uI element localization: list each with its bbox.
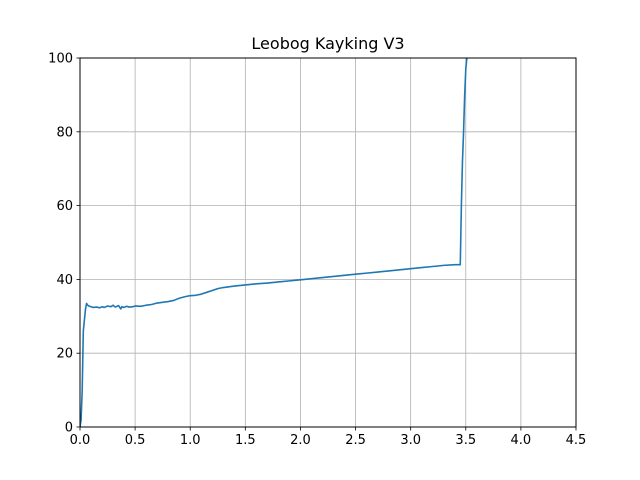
y-tick-label: 100 (48, 52, 73, 67)
x-tick-label: 4.0 (511, 433, 532, 448)
x-tick-label: 1.5 (235, 433, 256, 448)
y-tick-label: 40 (56, 273, 73, 288)
x-tick-label: 3.5 (455, 433, 476, 448)
x-tick-label: 0.0 (70, 433, 91, 448)
y-tick-label: 0 (65, 421, 73, 436)
chart-title: Leobog Kayking V3 (251, 34, 404, 53)
tick-layer: 0.0 0.5 1.0 1.5 2.0 2.5 3.0 3.5 4.0 4.5 0 20 40 60 80 1… (48, 52, 586, 449)
plot-frame (79, 57, 577, 428)
y-tick-label: 60 (56, 199, 73, 214)
plot-layer (80, 58, 468, 427)
x-tick-label: 2.5 (345, 433, 366, 448)
y-tick-label: 80 (56, 125, 73, 140)
x-tick-label: 1.0 (180, 433, 201, 448)
x-tick-label: 4.5 (566, 433, 587, 448)
y-tick-label: 20 (56, 347, 73, 362)
series-line-0 (80, 58, 468, 427)
grid-layer (79, 57, 577, 428)
x-tick-label: 3.0 (400, 433, 421, 448)
x-tick-label: 0.5 (125, 433, 146, 448)
x-tick-label: 2.0 (290, 433, 311, 448)
